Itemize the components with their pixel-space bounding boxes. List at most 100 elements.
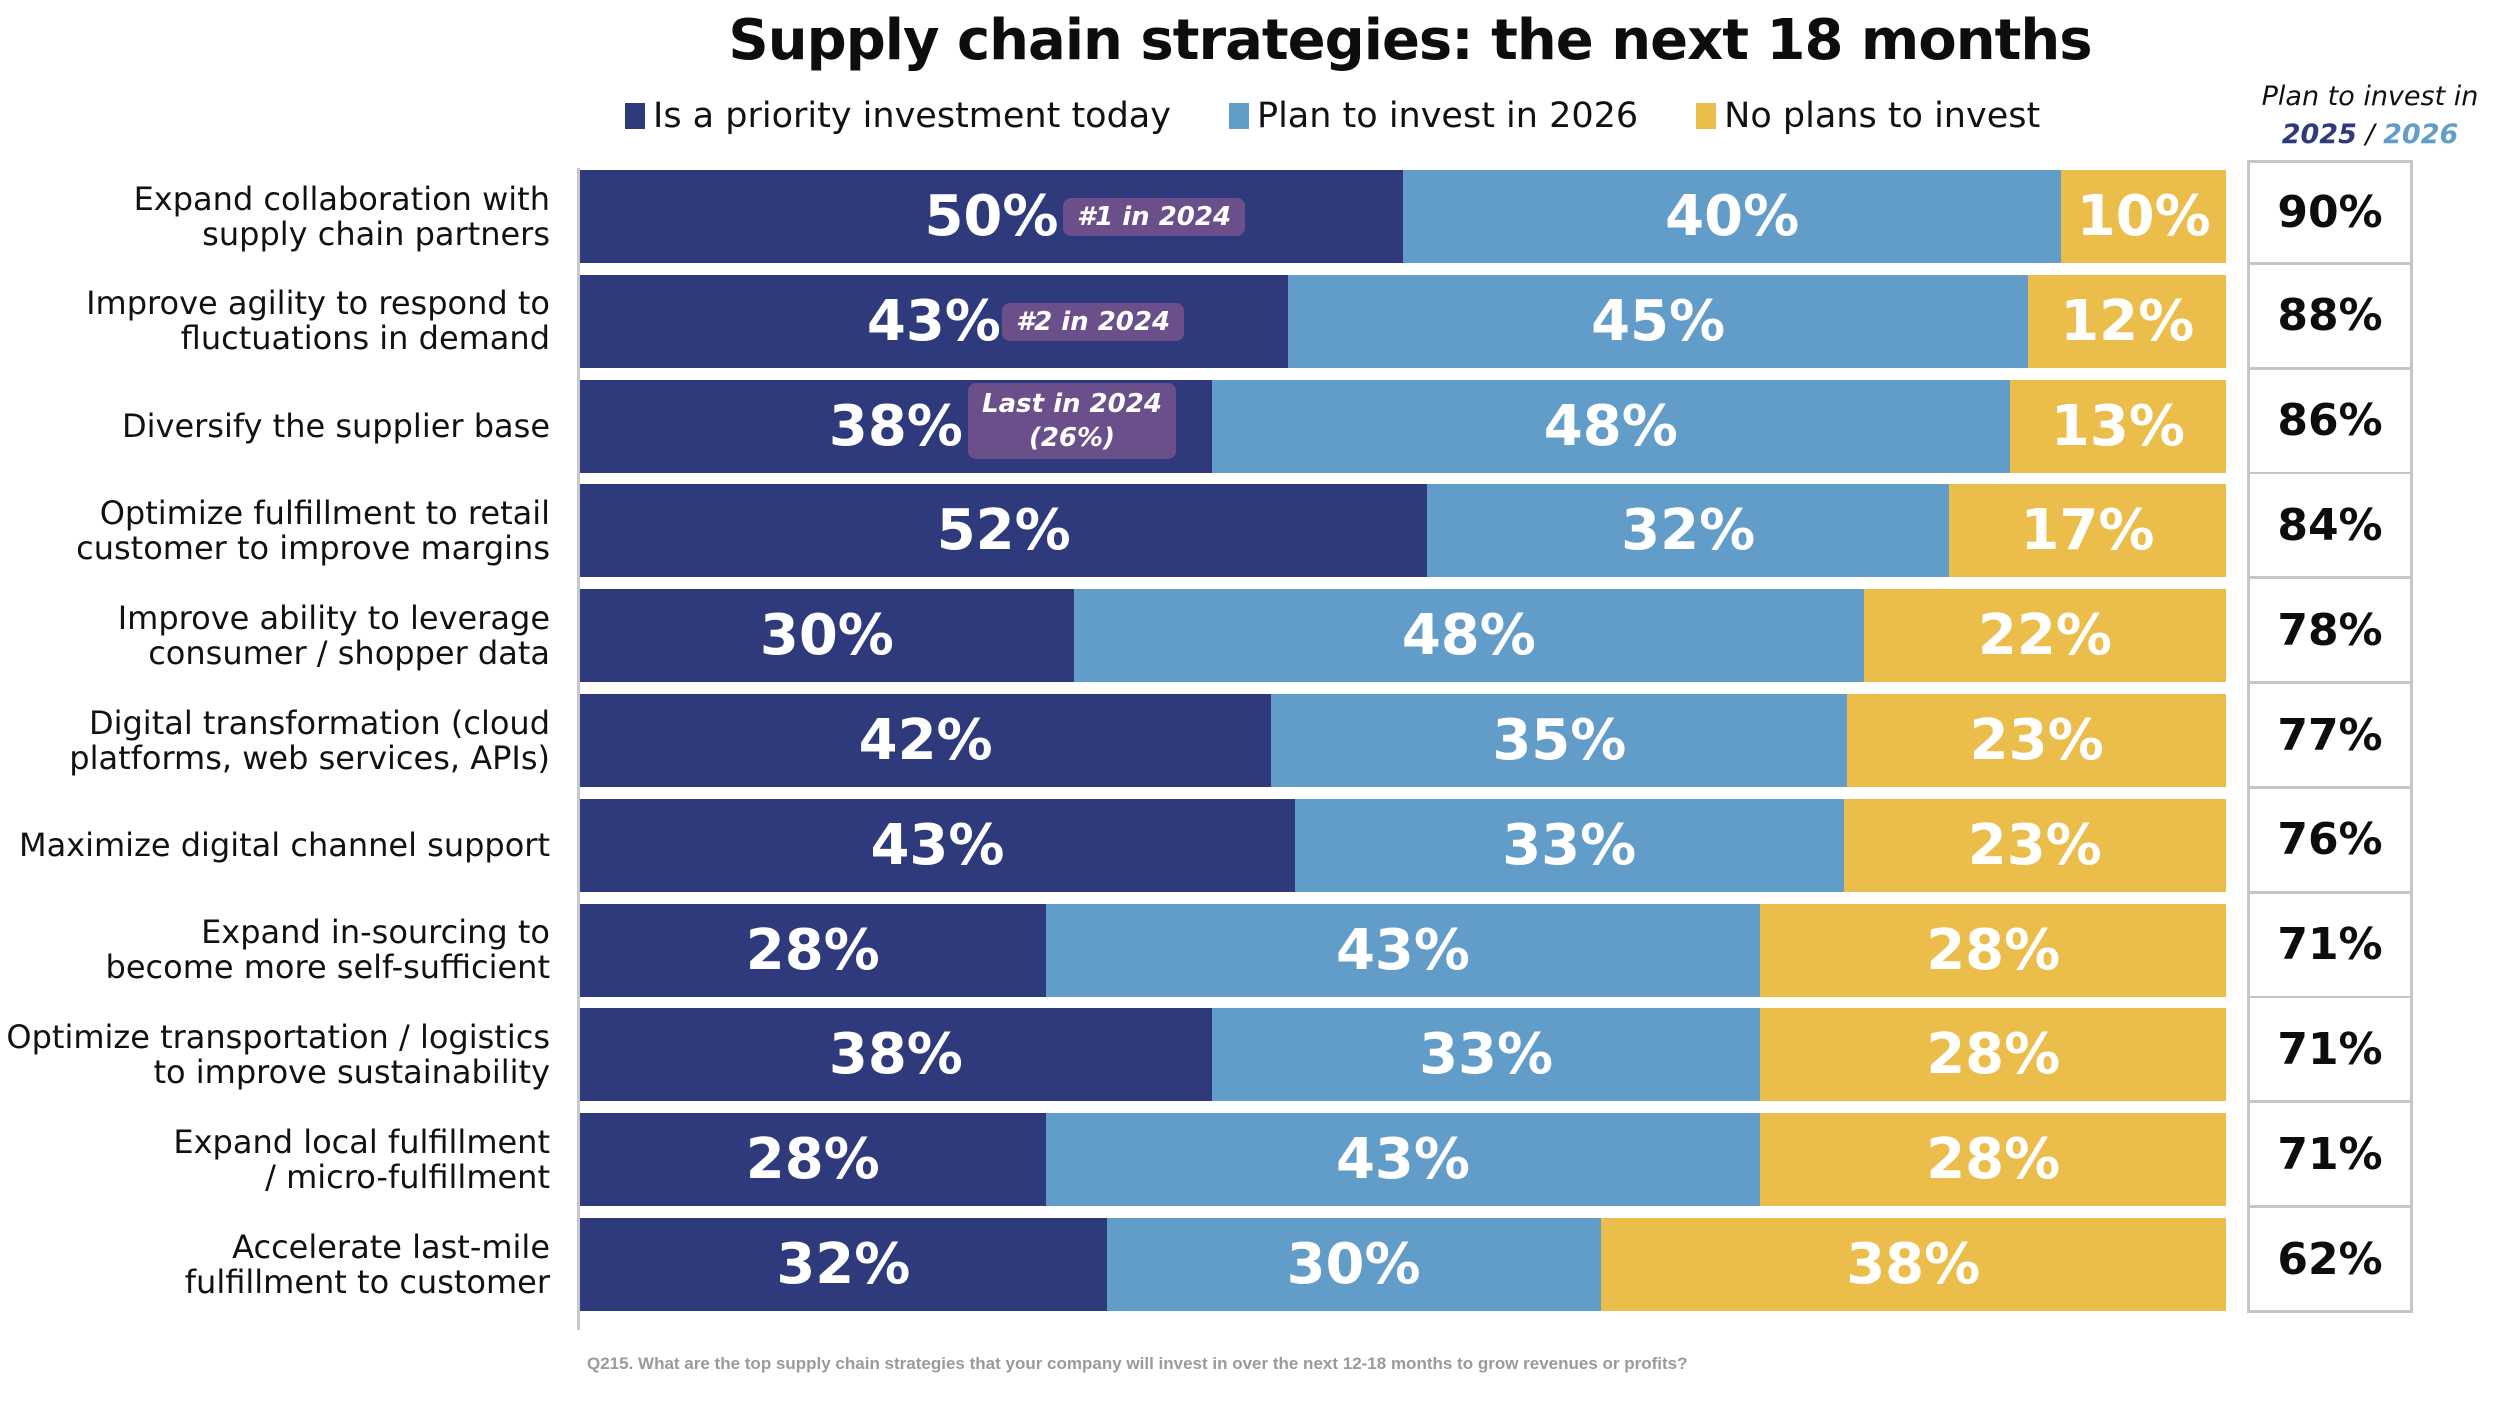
total-cell: 88% — [2247, 264, 2413, 370]
total-cell: 86% — [2247, 369, 2413, 475]
category-label: Expand in-sourcing to become more self-su… — [0, 904, 550, 997]
data-label: 43% — [866, 288, 1001, 354]
data-label: 38% — [828, 1022, 963, 1088]
total-value: 78% — [2277, 604, 2383, 656]
legend-item-2: Plan to invest in 2026 — [1228, 96, 1639, 136]
data-label: 12% — [2060, 288, 2195, 354]
bar-segment-no-plans: 22% — [1863, 589, 2226, 683]
category-label-line: Expand local fulfillment — [173, 1122, 550, 1161]
category-label: Expand collaboration with supply chain pa… — [0, 170, 550, 263]
bar-row: 32% 30% 38% — [580, 1218, 2226, 1311]
annotation-text: #2 in 2024 — [1016, 306, 1171, 337]
data-label: 40% — [1665, 184, 1800, 249]
bar-row: 52% 32% 17% — [580, 484, 2226, 578]
category-label: Maximize digital channel support — [0, 799, 550, 892]
totals-header-years: 2025 / 2026 — [2200, 116, 2500, 154]
category-label-line: Improve ability to leverage — [117, 598, 550, 637]
bar-segment-plan-2026: 40% — [1403, 170, 2062, 263]
total-cell: 90% — [2247, 160, 2413, 265]
data-label: 52% — [936, 498, 1071, 564]
total-value: 77% — [2277, 709, 2383, 761]
bar-segment-no-plans: 23% — [1843, 798, 2226, 892]
bar-row: 43% 45% 12% — [580, 274, 2226, 368]
bar-segment-no-plans: 28% — [1760, 1008, 2226, 1102]
total-value: 90% — [2277, 186, 2383, 238]
total-cell: 84% — [2247, 474, 2413, 580]
data-label: 35% — [1492, 708, 1627, 773]
bar-segment-no-plans: 28% — [1760, 903, 2226, 997]
total-cell: 71% — [2247, 893, 2413, 999]
annotation-text: #1 in 2024 — [1077, 202, 1232, 232]
bar-segment-plan-2026: 43% — [1045, 1113, 1761, 1207]
annotation-badge: #1 in 2024 — [1063, 198, 1246, 236]
bar-segment-plan-2026: 48% — [1211, 379, 2010, 473]
totals-header-line1: Plan to invest in — [2261, 81, 2479, 112]
data-label: 38% — [1846, 1232, 1981, 1297]
totals-header-year-2026: 2026 — [2383, 119, 2459, 150]
footnote: Q215. What are the top supply chain stra… — [587, 1354, 1688, 1373]
data-label: 23% — [1969, 708, 2104, 773]
legend-label: Plan to invest in 2026 — [1256, 96, 1639, 136]
data-label: 48% — [1401, 603, 1536, 669]
chart-title: Supply chain strategies: the next 18 mon… — [0, 8, 2500, 73]
category-label: Improve agility to respond to fluctuation… — [0, 275, 550, 368]
bar-row: 38% 33% 28% — [580, 1008, 2226, 1102]
category-label-line: Accelerate last-mile — [232, 1227, 550, 1266]
data-label: 43% — [1335, 917, 1471, 983]
category-label: Optimize transportation / logistics to im… — [0, 1008, 550, 1101]
category-label-line: Optimize fulfillment to retail — [99, 493, 550, 532]
category-label-line: supply chain partners — [202, 214, 550, 253]
total-cell: 76% — [2247, 788, 2413, 894]
category-label-line: Expand collaboration with — [133, 179, 550, 218]
bar-segment-plan-2026: 33% — [1294, 798, 1844, 892]
category-label-line: Diversify the supplier base — [121, 406, 550, 445]
bar-segment-plan-2026: 45% — [1287, 274, 2029, 368]
bar-row: 38% 48% 13% — [580, 379, 2226, 473]
data-label: 13% — [2050, 393, 2185, 459]
bar-row: 28% 43% 28% — [580, 903, 2226, 997]
data-label: 17% — [2020, 498, 2155, 564]
legend-swatch — [625, 103, 645, 129]
bar-segment-priority: 50% — [580, 170, 1403, 263]
annotation-text: Last in 2024 — [982, 388, 1162, 419]
total-value: 76% — [2277, 814, 2383, 866]
bar-segment-plan-2026: 30% — [1106, 1218, 1601, 1311]
bar-row: 42% 35% 23% — [580, 694, 2226, 787]
y-axis-line — [577, 168, 580, 1330]
total-cell: 77% — [2247, 684, 2413, 789]
data-label: 28% — [1926, 917, 2061, 983]
bar-segment-plan-2026: 32% — [1427, 484, 1949, 578]
data-label: 22% — [1977, 603, 2112, 669]
category-label-line: / micro-fulfillment — [265, 1157, 550, 1196]
data-label: 33% — [1502, 812, 1637, 878]
total-cell: 78% — [2247, 579, 2413, 685]
data-label: 42% — [858, 708, 993, 773]
bar-segment-no-plans: 13% — [2009, 379, 2226, 473]
category-label-line: Digital transformation (cloud — [88, 703, 550, 742]
total-value: 71% — [2277, 1023, 2383, 1075]
bar-segment-priority: 32% — [580, 1218, 1107, 1311]
category-label: Accelerate last-mile fulfillment to custo… — [0, 1218, 550, 1311]
total-value: 71% — [2277, 919, 2383, 971]
bar-row: 28% 43% 28% — [580, 1113, 2226, 1207]
legend-label: No plans to invest — [1724, 96, 2041, 136]
bar-segment-plan-2026: 33% — [1211, 1008, 1761, 1102]
category-label: Expand local fulfillment / micro-fulfillm… — [0, 1113, 550, 1206]
data-label: 48% — [1543, 393, 1678, 459]
legend-item-1: Is a priority investment today — [625, 96, 1171, 136]
data-label: 43% — [870, 812, 1005, 878]
legend: Is a priority investment today Plan to in… — [625, 96, 2040, 136]
bar-row: 43% 33% 23% — [580, 798, 2226, 892]
bar-segment-no-plans: 23% — [1847, 694, 2226, 787]
bar-segment-priority: 42% — [580, 694, 1272, 787]
category-label: Diversify the supplier base — [0, 380, 550, 473]
data-label: 33% — [1419, 1022, 1554, 1088]
bar-segment-no-plans: 17% — [1948, 484, 2226, 578]
data-label: 28% — [745, 1127, 880, 1193]
data-label: 32% — [1621, 498, 1756, 564]
bar-segment-priority: 52% — [580, 484, 1428, 578]
legend-item-3: No plans to invest — [1696, 96, 2040, 136]
total-cell: 62% — [2247, 1208, 2413, 1313]
category-label-line: become more self-sufficient — [105, 948, 550, 987]
bar-segment-plan-2026: 43% — [1045, 903, 1761, 997]
